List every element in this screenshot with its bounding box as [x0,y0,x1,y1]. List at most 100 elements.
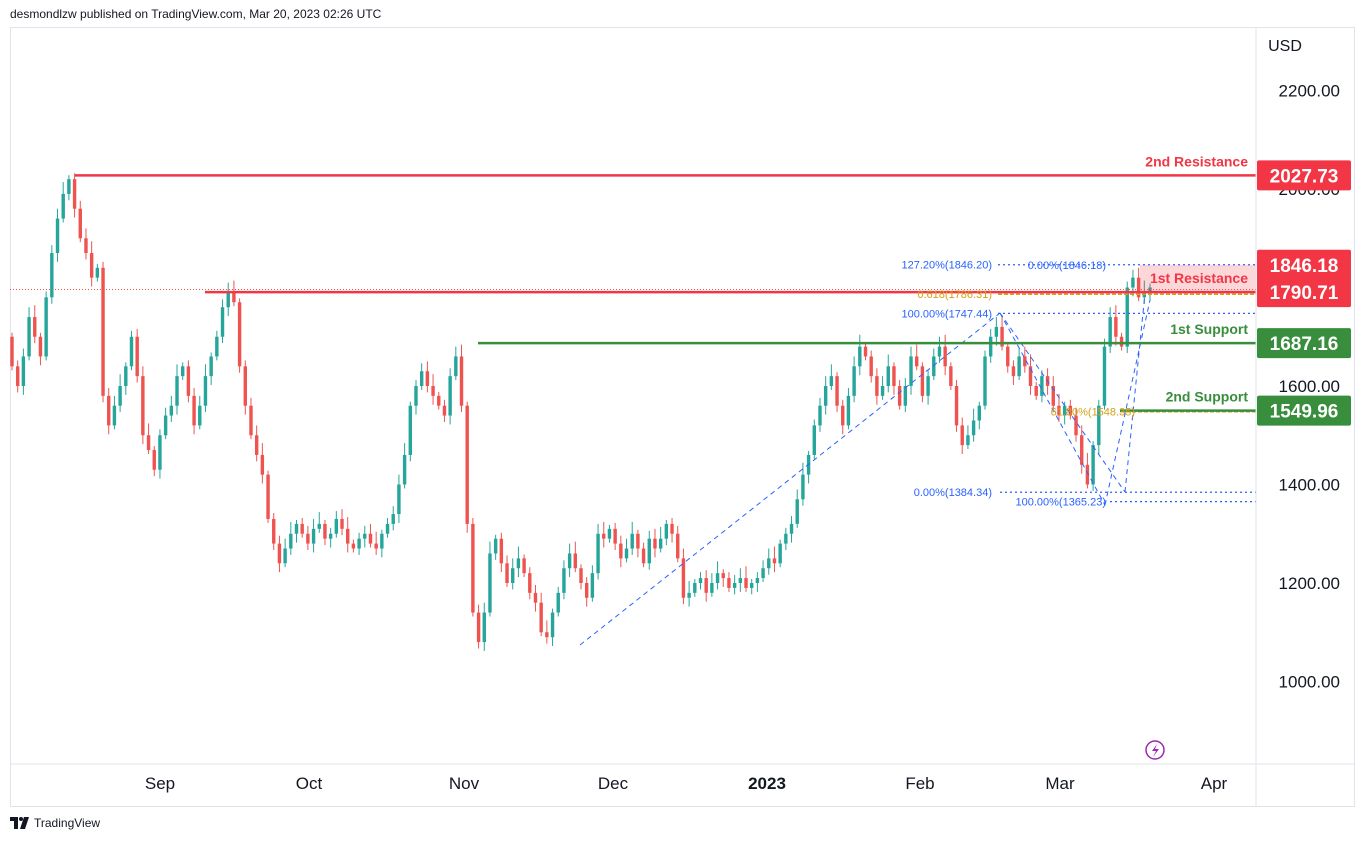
candle [932,356,936,377]
candle [886,366,890,386]
footer-brand[interactable]: TradingView [10,816,100,830]
candle [15,366,20,386]
candle [454,356,458,377]
candle [897,386,902,406]
resistance-zone [1140,264,1256,293]
candle [1131,277,1135,288]
candle [283,548,287,564]
candle [129,336,134,367]
candle [84,238,88,254]
candle [1102,346,1107,406]
fib-label: 61.80%(1548.35) [1051,406,1135,418]
candle [795,499,799,524]
candle [317,523,321,529]
candle [67,179,71,194]
candle [1074,415,1078,436]
candle [363,533,367,539]
candle [994,326,999,337]
level-label: 2nd Resistance [1145,153,1248,169]
candle [1068,405,1073,416]
candle [476,612,481,643]
candle [471,523,475,613]
candle [431,386,435,396]
candle [192,395,196,426]
price-tag-label: 1687.16 [1270,334,1339,355]
candle [641,548,646,564]
candle [613,528,617,544]
candle [1000,326,1004,347]
candle [260,454,265,475]
candle [391,514,395,524]
currency-label: USD [1268,38,1302,55]
candle [118,386,122,406]
candle [926,376,930,396]
candle [579,568,583,583]
candle [402,454,407,485]
candle [1040,376,1044,396]
x-tick-label: Dec [598,774,629,793]
candle [397,484,401,515]
candle [1006,346,1010,367]
candle [903,386,908,406]
candle [812,425,816,455]
candle [710,583,714,593]
x-tick-label: Apr [1201,774,1228,793]
candle [419,371,424,386]
candle [511,568,515,583]
candle [232,292,236,303]
fib-label: 100.00%(1747.44) [901,308,992,320]
candle [294,523,299,534]
candle [215,336,219,357]
candle [1057,405,1061,416]
candle [50,253,54,298]
candle [880,386,885,396]
candle [755,578,760,583]
candle [277,543,282,564]
x-tick-label: Mar [1045,774,1075,793]
candle [943,346,947,367]
candle [539,602,543,633]
candle [374,543,378,549]
candle [380,533,384,549]
candle [328,533,333,539]
y-tick-label: 2200.00 [1279,82,1340,101]
chart-frame [10,27,1355,807]
time-axis[interactable]: Sep Oct Nov Dec 2023 Feb Mar Apr [145,774,1228,793]
trendline [1124,292,1146,493]
candlestick-series [10,173,1152,651]
candle [61,193,65,219]
x-tick-label: Feb [905,774,934,793]
candle [1051,386,1055,406]
y-tick-label: 1000.00 [1279,673,1340,692]
level-label: 1st Support [1170,321,1248,337]
candle [715,573,720,583]
candle [180,366,185,377]
fib-label: 0.618(1786.31) [917,289,992,301]
price-tag [1257,277,1351,308]
candle [27,317,31,357]
candle [1034,386,1038,396]
candle [169,405,174,416]
price-tag-label: 2027.73 [1270,166,1339,187]
candle [1011,366,1016,377]
candle [556,592,560,613]
candle [562,568,566,593]
candle [437,395,441,406]
candle [738,578,743,583]
trendline [579,312,1001,646]
x-tick-label: Sep [145,774,175,793]
candle [698,578,703,583]
price-tag [1257,395,1351,426]
candle [721,573,725,579]
candle [95,267,100,278]
candle [21,356,26,386]
candle [767,558,771,569]
lightning-icon[interactable] [1145,740,1165,760]
candle [323,523,327,539]
candle [346,528,350,544]
candle [124,366,128,386]
candle [567,553,572,569]
candle [533,592,538,603]
candle [448,376,452,416]
